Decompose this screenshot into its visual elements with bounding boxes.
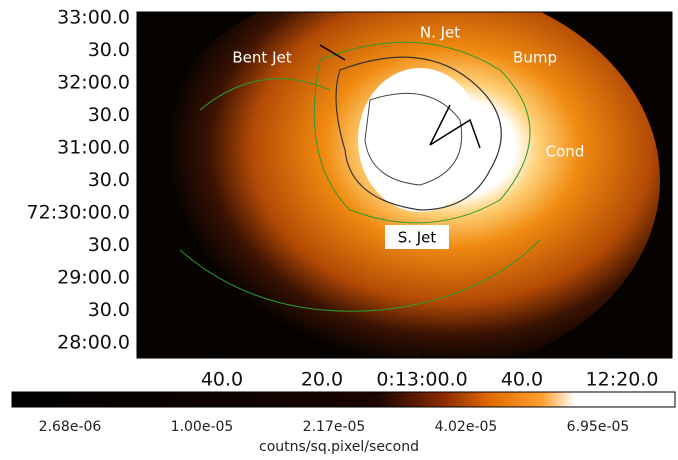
- y-tick-label: 30.0: [88, 39, 130, 61]
- y-tick-label: 30.0: [88, 234, 130, 256]
- colorbar-title: coutns/sq.pixel/second: [259, 439, 419, 455]
- annotation: N. Jet: [420, 24, 460, 42]
- annotation: Bump: [513, 49, 557, 67]
- colorbar-label: 1.00e-05: [171, 419, 234, 435]
- colorbar-label: 2.17e-05: [303, 419, 366, 435]
- x-tick-label: 20.0: [301, 369, 343, 391]
- y-tick-label: 30.0: [88, 104, 130, 126]
- y-tick-label: 31:00.0: [57, 137, 130, 159]
- colorbar: [12, 392, 675, 407]
- y-tick-label: 33:00.0: [57, 7, 130, 29]
- y-tick-label: 28:00.0: [57, 332, 130, 354]
- y-tick-label: 32:00.0: [57, 72, 130, 94]
- x-tick-label: 40.0: [201, 369, 243, 391]
- colorbar-label: 2.68e-06: [39, 419, 102, 435]
- y-tick-label: 72:30:00.0: [27, 202, 130, 224]
- colorbar-label: 4.02e-05: [435, 419, 498, 435]
- annotation: Cond: [546, 143, 585, 161]
- x-tick-label: 0:13:00.0: [376, 369, 467, 391]
- x-tick-label: 12:20.0: [586, 369, 659, 391]
- image: [137, 0, 672, 380]
- y-tick-label: 30.0: [88, 169, 130, 191]
- annotation: Bent Jet: [232, 49, 291, 67]
- figure: 33:00.0 30.0 32:00.0 30.0 31:00.0 30.0 72:30:0…: [0, 0, 678, 456]
- y-tick-label: 30.0: [88, 299, 130, 321]
- x-tick-label: 40.0: [501, 369, 543, 391]
- colorbar-label: 6.95e-05: [567, 419, 630, 435]
- annotation: S. Jet: [398, 229, 437, 247]
- y-tick-label: 29:00.0: [57, 267, 130, 289]
